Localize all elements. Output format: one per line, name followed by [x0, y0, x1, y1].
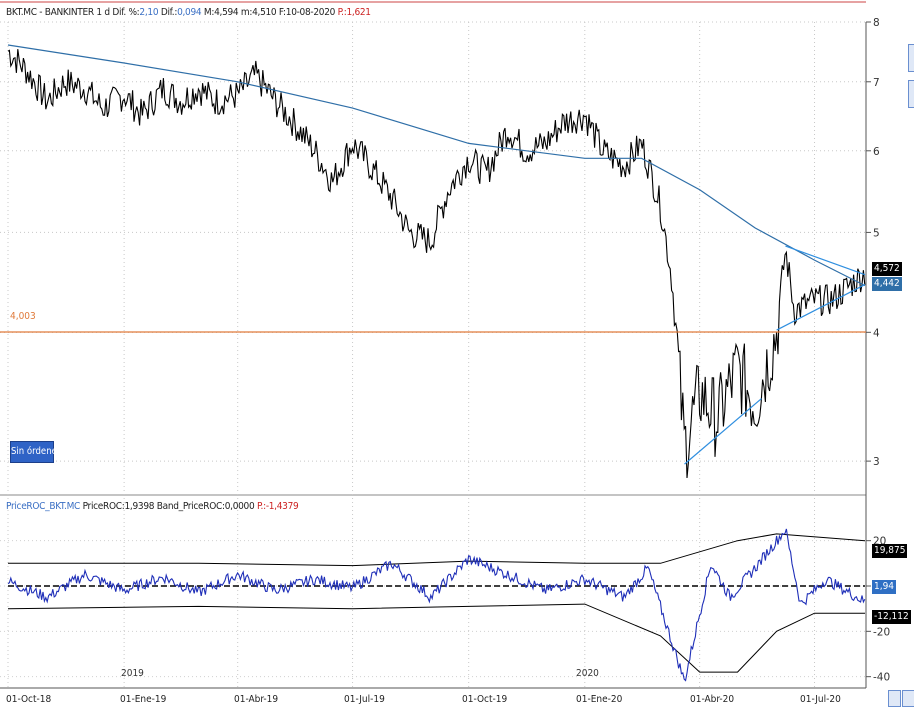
- max-value: 4,594: [214, 7, 239, 18]
- roc-p-value: -1,4379: [265, 501, 299, 512]
- tick-label-price-6: 6: [873, 146, 880, 158]
- year-label-2020: 2020: [576, 668, 599, 679]
- tick-label-price-5: 5: [873, 227, 880, 239]
- panel-scroll-handle[interactable]: [908, 44, 914, 72]
- tick-label-roc--20: -20: [873, 626, 890, 638]
- min-value: 4,510: [252, 7, 277, 18]
- panel-resize-handle[interactable]: [908, 80, 914, 108]
- last-price-tag: 4,572: [872, 262, 902, 276]
- dif-value: 0,094: [177, 7, 202, 18]
- price-header: BKT.MC - BANKINTER 1 d Dif. %:2,10 Dif.:…: [6, 7, 371, 18]
- max-label: M:: [203, 7, 215, 18]
- x-label-abr20: 01-Abr-20: [690, 694, 735, 705]
- min-label: m:: [240, 7, 253, 18]
- roc-p-label: P.:: [256, 501, 266, 512]
- roc-header: PriceROC_BKT.MC PriceROC:1,9398 Band_Pri…: [6, 501, 299, 512]
- dif-pct-value: 2,10: [139, 7, 159, 18]
- roc-upper-tag: 19,875: [872, 544, 908, 558]
- symbol: BKT.MC - BANKINTER: [6, 7, 94, 18]
- x-label-abr19: 01-Abr-19: [234, 694, 279, 705]
- roc-value-tag: 1,94: [872, 580, 897, 594]
- trendline-1: [776, 284, 866, 331]
- dif-pct-label: Dif. %:: [112, 7, 140, 18]
- date-value: 10-08-2020: [285, 7, 336, 18]
- band-value: 0,0000: [224, 501, 255, 512]
- roc-name: PriceROC_BKT.MC: [6, 501, 81, 512]
- x-label-ene19: 01-Ene-19: [120, 694, 167, 705]
- tick-label-price-8: 8: [873, 17, 880, 29]
- ma-price-tag: 4,442: [872, 277, 902, 291]
- trendline-2: [785, 245, 866, 276]
- p-value: 1,621: [346, 7, 371, 18]
- support-level-label: 4,003: [10, 311, 36, 322]
- x-label-oct19: 01-Oct-19: [462, 694, 508, 705]
- trendline-0: [684, 398, 762, 465]
- date-label: F:: [278, 7, 286, 18]
- p-label: P.:: [337, 7, 347, 18]
- scroll-right-icon[interactable]: [902, 690, 914, 707]
- period: 1 d: [96, 7, 110, 18]
- roc-lower-band: [7, 603, 865, 673]
- price-line: [7, 49, 866, 479]
- band-label: Band_PriceROC:: [156, 501, 225, 512]
- zoom-icon[interactable]: [888, 690, 901, 707]
- roc-line: [7, 528, 866, 682]
- roc-upper-band: [8, 533, 866, 567]
- year-label-2019: 2019: [121, 668, 144, 679]
- tick-label-price-4: 4: [873, 327, 880, 339]
- tick-label-price-7: 7: [873, 77, 880, 89]
- x-label-jul20: 01-Jul-20: [800, 694, 841, 705]
- moving-average-line: [7, 44, 866, 287]
- x-label-ene20: 01-Ene-20: [576, 694, 623, 705]
- roc-value: 1,9398: [124, 501, 155, 512]
- x-label-oct18: 01-Oct-18: [6, 694, 52, 705]
- sin-ordenes-button[interactable]: Sin órdenes: [10, 441, 61, 463]
- tick-label-roc--40: -40: [873, 672, 890, 684]
- roc-lower-tag: -12,112: [872, 610, 911, 624]
- x-label-jul19: 01-Jul-19: [344, 694, 385, 705]
- tick-label-price-3: 3: [873, 456, 880, 468]
- roc-label: PriceROC:: [82, 501, 125, 512]
- dif-label: Dif.:: [160, 7, 178, 18]
